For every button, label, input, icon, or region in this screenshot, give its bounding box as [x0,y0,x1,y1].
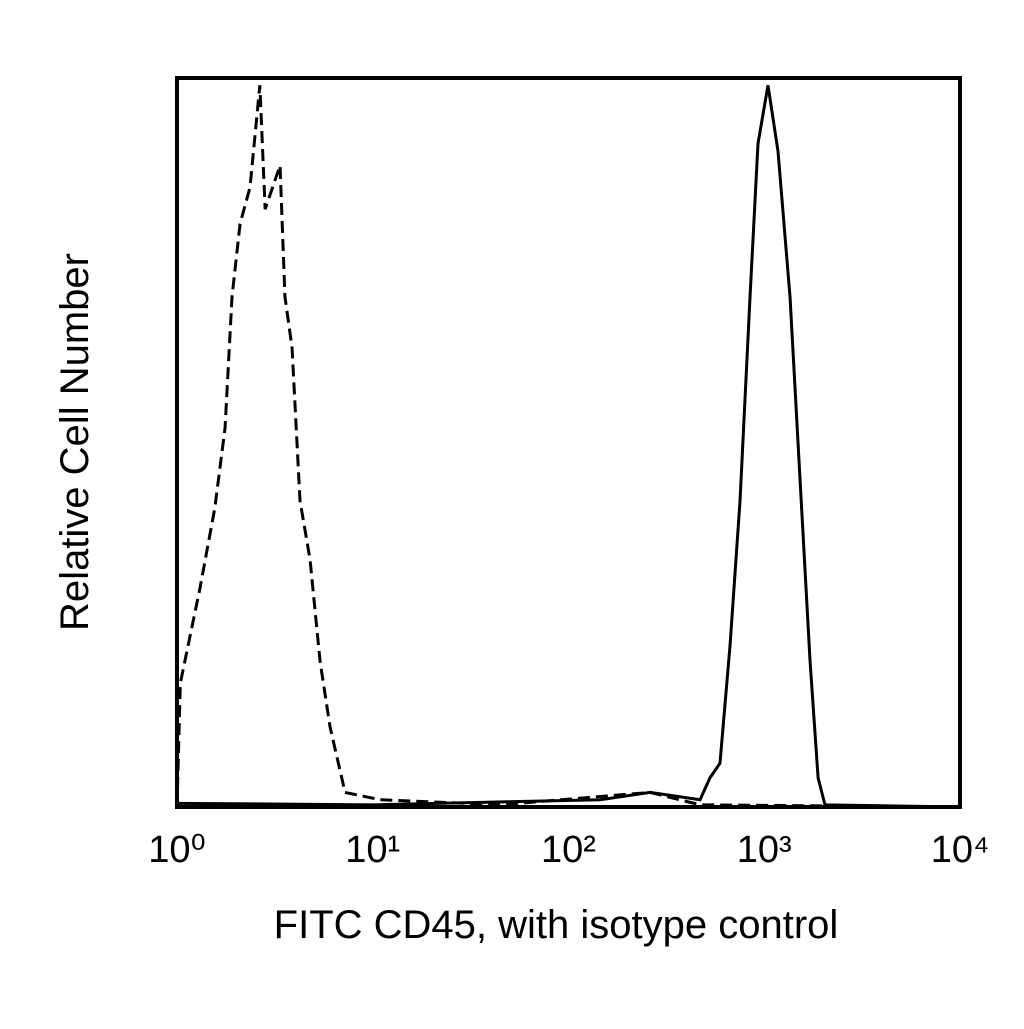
solid-histogram [177,85,960,807]
x-tick-label: 10³ [737,829,792,871]
dashed-histogram [177,85,960,807]
x-tick-label: 10⁰ [148,829,206,871]
x-tick-label: 10² [541,829,596,871]
y-axis-label: Relative Cell Number [53,253,97,631]
x-tick-label: 10⁴ [931,829,990,871]
plot-frame [175,76,962,809]
x-tick-label: 10¹ [345,829,400,871]
x-axis-label: FITC CD45, with isotype control [274,903,839,947]
